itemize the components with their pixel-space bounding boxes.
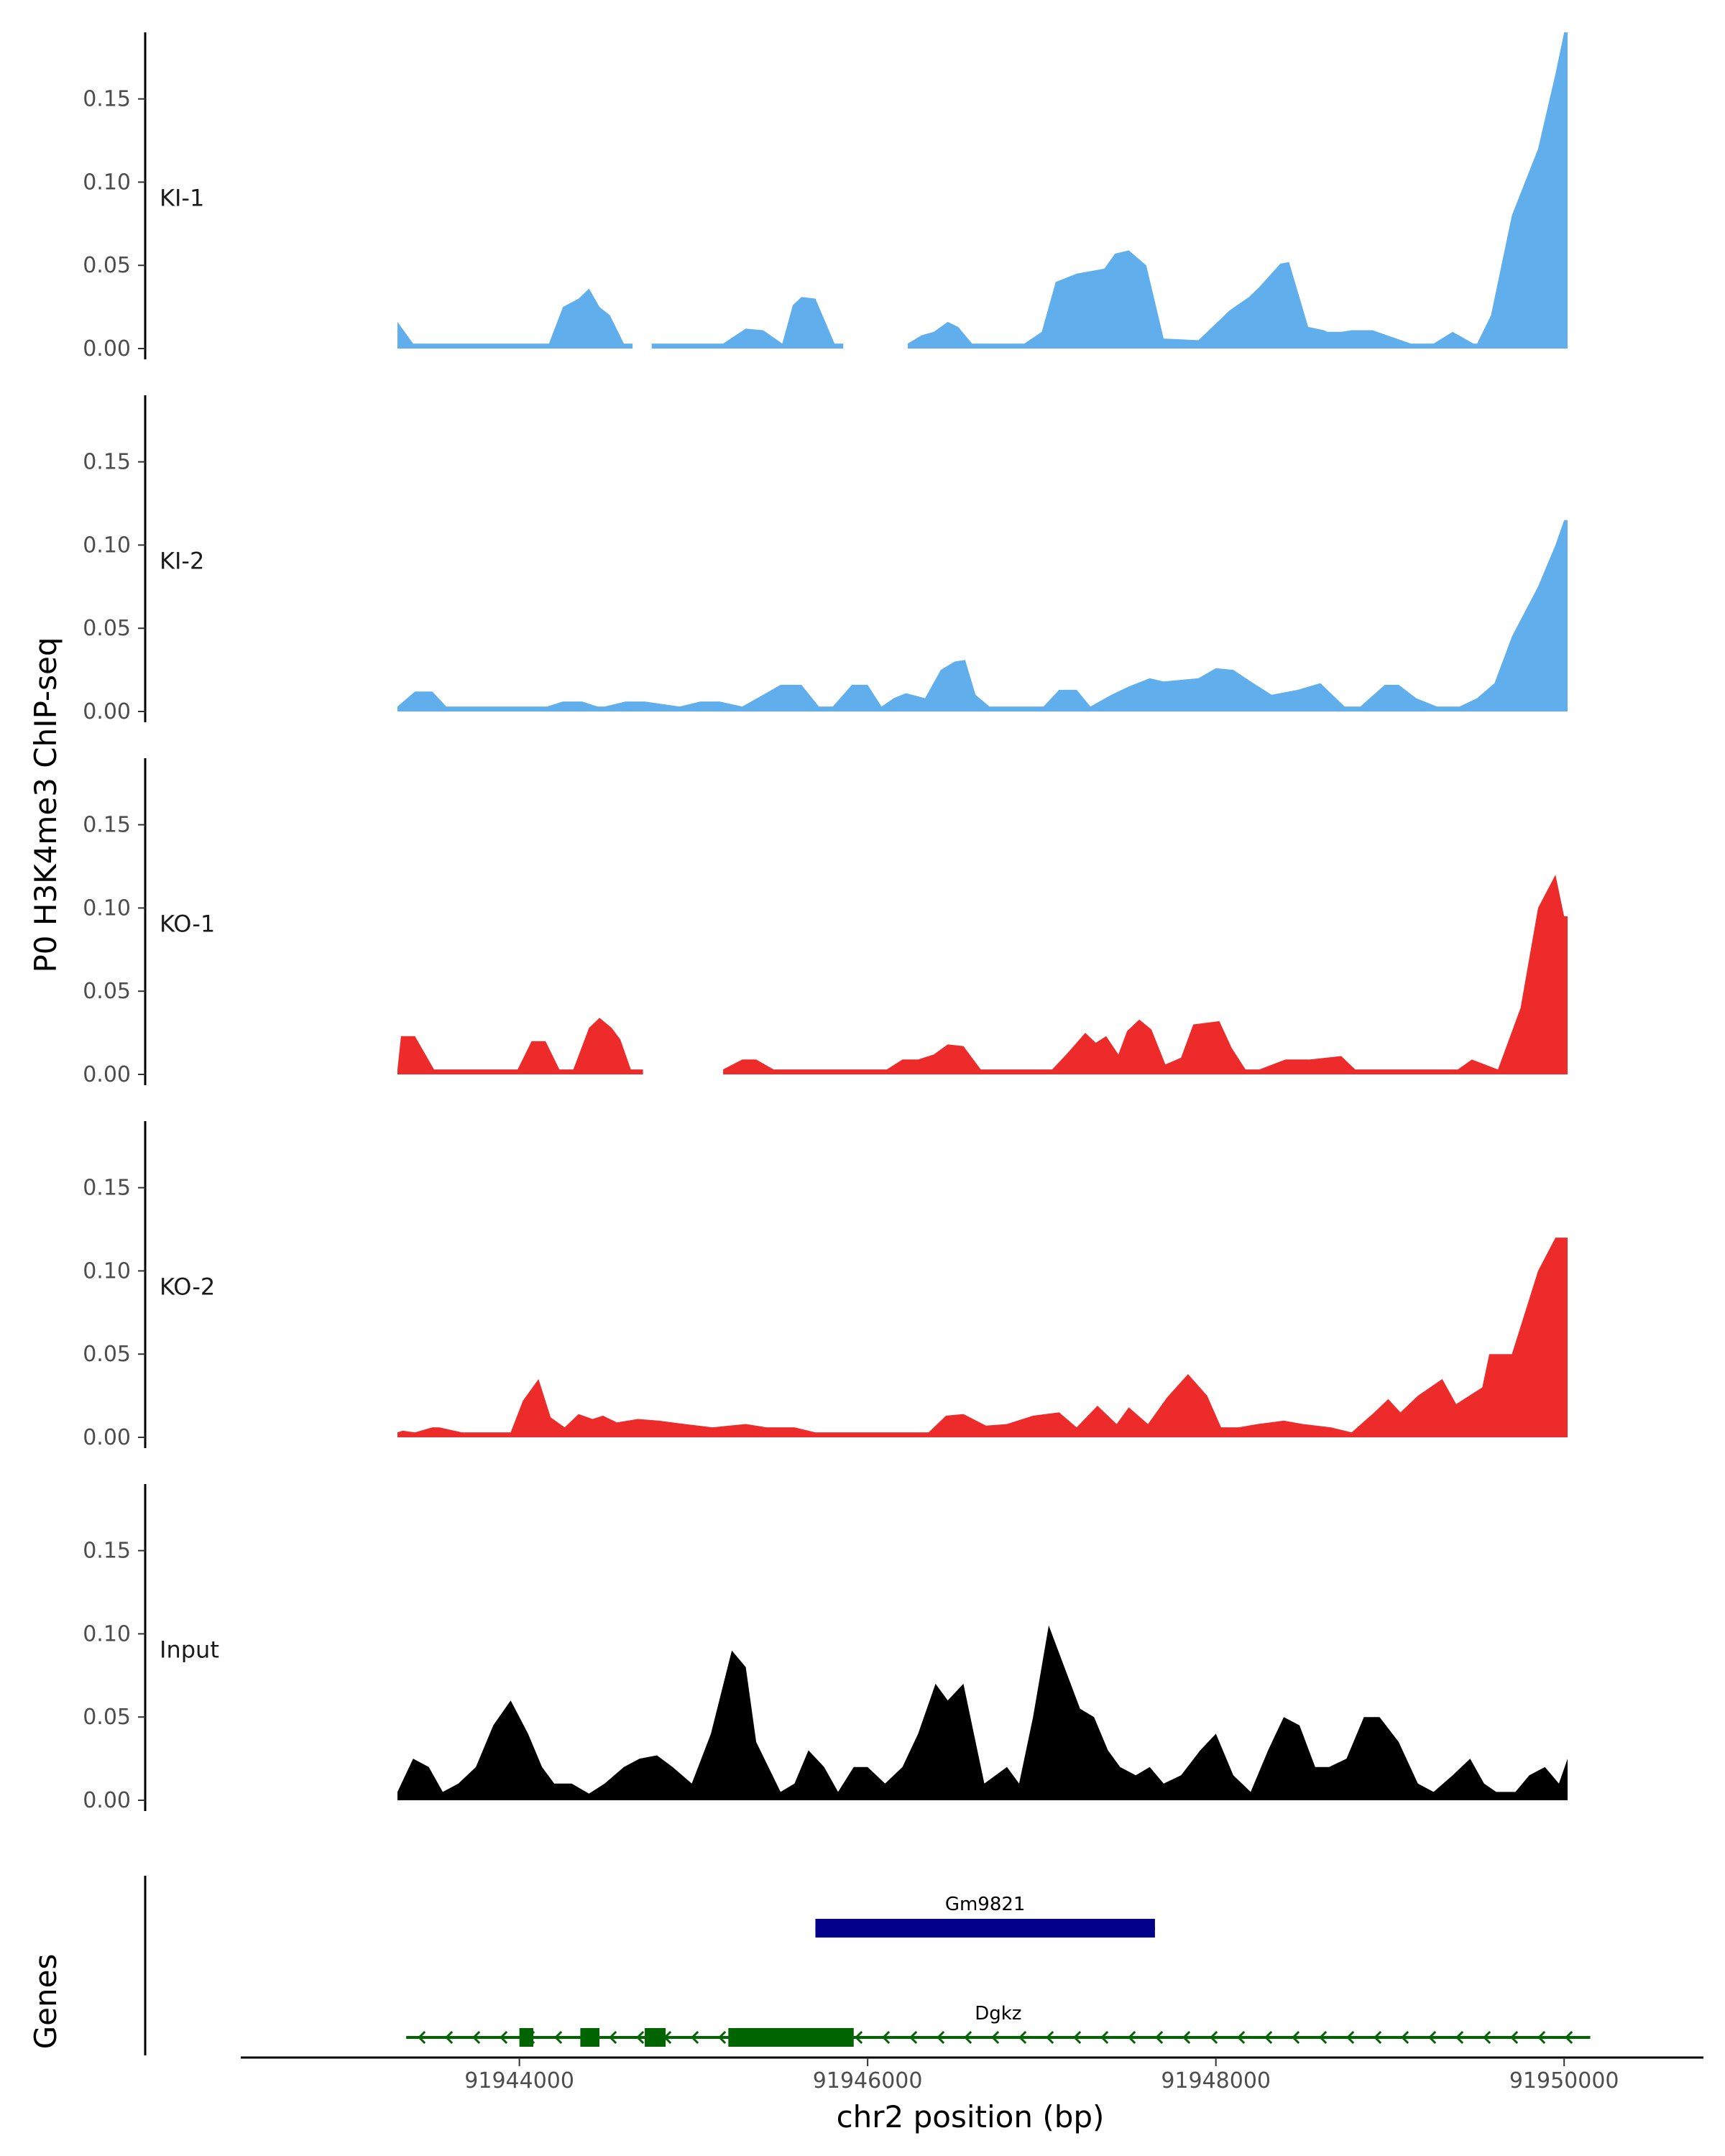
strand-arrow [1537,2030,1546,2045]
strand-arrow [1100,2030,1109,2045]
strand-arrow [909,2030,918,2045]
gene-label: Dgkz [975,2003,1021,2024]
strand-arrow [1483,2030,1491,2045]
track-ki-2: 0.00 0.05 0.10 0.15 KI-2 [83,395,1568,724]
y-tick-label: 0.05 [83,1342,131,1367]
y-tick-label: 0.10 [83,1621,131,1646]
strand-arrow [1346,2030,1355,2045]
gene-label: Gm9821 [945,1894,1026,1915]
tracks-layer: 0.00 0.05 0.10 0.15 KI-1 0.00 0.05 0.10 0.15 KI-2… [83,32,1568,1813]
y-tick-label: 0.05 [83,616,131,641]
track-label: KI-1 [160,185,204,212]
y-tick-label: 0.00 [83,1788,131,1813]
y-tick-label: 0.15 [83,1539,131,1564]
gene-gm9821: Gm9821 [815,1894,1155,1938]
track-ko-2: 0.00 0.05 0.10 0.15 KO-2 [83,1121,1568,1450]
strand-arrow [445,2030,454,2045]
x-axis-title: chr2 position (bp) [837,2099,1105,2134]
signal-area [397,1018,643,1074]
strand-arrow [1510,2030,1519,2045]
strand-arrow [855,2030,863,2045]
strand-arrow [1374,2030,1382,2045]
strand-arrow [691,2030,699,2045]
y-tick-label: 0.15 [83,1176,131,1201]
strand-arrow [1292,2030,1300,2045]
signal-area [397,1238,1568,1437]
strand-arrow [500,2030,508,2045]
strand-arrow [1128,2030,1136,2045]
y-tick-label: 0.05 [83,253,131,278]
strand-arrow [1046,2030,1054,2045]
signal-area [651,297,844,349]
exon [728,2028,854,2047]
y-tick-label: 0.05 [83,1705,131,1730]
y-tick-label: 0.10 [83,170,131,195]
genes-axis-title: Genes [28,1954,63,2050]
strand-arrow [1401,2030,1409,2045]
strand-arrow [991,2030,1000,2045]
strand-arrow [636,2030,645,2045]
strand-arrow [1237,2030,1246,2045]
x-tick-label: 91946000 [813,2068,923,2093]
y-tick-label: 0.15 [83,87,131,112]
y-tick-label: 0.00 [83,1062,131,1087]
y-tick-label: 0.00 [83,336,131,361]
signal-area [907,32,1568,349]
y-axis-title: P0 H3K4me3 ChIP-seq [28,637,63,972]
strand-arrow [1455,2030,1464,2045]
strand-arrow [1565,2030,1573,2045]
x-tick-label: 91950000 [1509,2068,1619,2093]
signal-area [397,288,633,349]
y-tick-label: 0.15 [83,813,131,838]
y-tick-label: 0.05 [83,979,131,1004]
y-tick-label: 0.15 [83,450,131,475]
strand-arrow [937,2030,945,2045]
strand-arrow [472,2030,481,2045]
exon [645,2028,666,2047]
strand-arrow [1210,2030,1218,2045]
strand-arrow [1182,2030,1191,2045]
genes-layer: Gm9821 Dgkz [144,1876,1591,2055]
track-label: KO-2 [160,1273,215,1301]
y-tick-label: 0.00 [83,1425,131,1450]
strand-arrow [609,2030,617,2045]
strand-arrow [418,2030,426,2045]
strand-arrow [882,2030,891,2045]
y-tick-label: 0.10 [83,533,131,558]
x-tick-label: 91948000 [1161,2068,1271,2093]
exon [815,1919,1155,1938]
strand-arrow [964,2030,972,2045]
strand-arrow [554,2030,563,2045]
y-tick-label: 0.10 [83,1258,131,1284]
track-label: Input [160,1636,219,1664]
strand-arrow [1264,2030,1273,2045]
track-label: KO-1 [160,911,215,938]
track-ki-1: 0.00 0.05 0.10 0.15 KI-1 [83,32,1568,361]
exon [580,2028,600,2047]
track-input: 0.00 0.05 0.10 0.15 Input [83,1484,1568,1813]
exon [519,2028,533,2047]
x-axis: 91944000 91946000 91948000 91950000 [241,2056,1703,2093]
strand-arrow [718,2030,727,2045]
gene-dgkz: Dgkz [406,2003,1591,2047]
track-label: KI-2 [160,548,204,575]
y-tick-label: 0.10 [83,895,131,921]
x-tick-label: 91944000 [464,2068,574,2093]
signal-area [723,875,1568,1074]
strand-arrow [1319,2030,1328,2045]
strand-arrow [1018,2030,1027,2045]
track-ko-1: 0.00 0.05 0.10 0.15 KO-1 [83,758,1568,1087]
signal-area [397,1625,1568,1800]
strand-arrow [1155,2030,1164,2045]
strand-arrow [1428,2030,1437,2045]
y-tick-label: 0.00 [83,699,131,724]
strand-arrow [1073,2030,1082,2045]
